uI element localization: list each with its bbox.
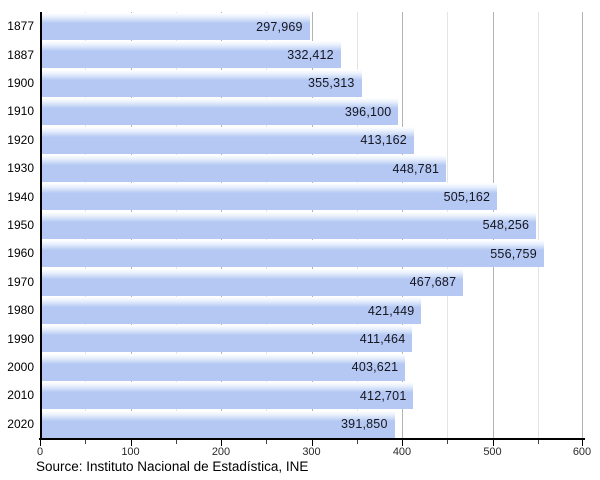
bar-2020: 391,850 bbox=[40, 410, 395, 438]
bar-1920: 413,162 bbox=[40, 126, 414, 154]
y-axis-label-1990: 1990 bbox=[7, 331, 34, 346]
y-axis-label-2010: 2010 bbox=[7, 388, 34, 403]
x-axis-minor-tick bbox=[537, 439, 539, 444]
bar-1940: 505,162 bbox=[40, 183, 498, 211]
source-note: Source: Instituto Nacional de Estadístic… bbox=[36, 459, 309, 474]
bar-row: 411,464 bbox=[40, 324, 583, 353]
y-axis-label-1877: 1877 bbox=[7, 19, 34, 34]
bar-row: 355,313 bbox=[40, 69, 583, 97]
y-axis-label-1940: 1940 bbox=[7, 189, 34, 204]
bar-value-label: 396,100 bbox=[344, 104, 392, 119]
x-axis-major-tick bbox=[582, 439, 583, 446]
bar-row: 412,701 bbox=[40, 381, 583, 410]
y-axis-label-1930: 1930 bbox=[7, 161, 34, 176]
x-axis-major-tick bbox=[221, 439, 222, 446]
y-axis-label-1910: 1910 bbox=[7, 104, 34, 119]
bar-row: 391,850 bbox=[40, 410, 583, 438]
x-axis-major-tick bbox=[492, 439, 494, 446]
y-axis-label-1887: 1887 bbox=[7, 47, 34, 62]
bar-row: 421,449 bbox=[40, 296, 583, 324]
x-axis-tick-label: 600 bbox=[572, 446, 592, 458]
x-axis-minor-tick bbox=[266, 439, 268, 444]
bar-row: 413,162 bbox=[40, 126, 583, 154]
bar-row: 403,621 bbox=[40, 353, 583, 381]
x-axis-major-tick bbox=[402, 439, 403, 446]
bar-1910: 396,100 bbox=[40, 98, 399, 126]
bar-row: 556,759 bbox=[40, 239, 583, 268]
x-axis-minor-tick bbox=[175, 439, 177, 444]
bar-value-label: 556,759 bbox=[490, 246, 537, 261]
bar-row: 332,412 bbox=[40, 40, 583, 69]
y-axis-label-1900: 1900 bbox=[7, 75, 34, 90]
bar-value-label: 297,969 bbox=[256, 19, 303, 34]
bar-row: 396,100 bbox=[40, 97, 583, 126]
x-axis-tick-label: 400 bbox=[392, 446, 412, 458]
bar-1887: 332,412 bbox=[40, 41, 341, 69]
x-axis-major-tick bbox=[311, 439, 313, 446]
x-axis-minor-tick bbox=[447, 439, 449, 444]
bar-value-label: 505,162 bbox=[443, 189, 491, 204]
bar-row: 448,781 bbox=[40, 154, 583, 182]
y-axis-label-1960: 1960 bbox=[7, 246, 34, 261]
bar-2000: 403,621 bbox=[40, 353, 406, 381]
x-axis-tick-label: 200 bbox=[211, 446, 231, 458]
y-axis-label-1950: 1950 bbox=[7, 217, 34, 232]
x-axis-major-tick bbox=[40, 439, 41, 446]
bar-value-label: 355,313 bbox=[307, 76, 355, 91]
bar-1900: 355,313 bbox=[40, 69, 362, 97]
bar-2010: 412,701 bbox=[40, 382, 414, 410]
y-axis-label-1920: 1920 bbox=[7, 132, 34, 147]
bar-value-label: 413,162 bbox=[360, 133, 407, 148]
bar-row: 467,687 bbox=[40, 268, 583, 296]
bar-1970: 467,687 bbox=[40, 268, 464, 296]
x-axis-tick-label: 0 bbox=[36, 446, 44, 458]
x-axis-minor-tick bbox=[85, 439, 87, 444]
bar-1950: 548,256 bbox=[40, 211, 537, 239]
x-axis-tick-label: 100 bbox=[121, 446, 140, 458]
bar-1990: 411,464 bbox=[40, 325, 413, 353]
bar-row: 548,256 bbox=[40, 211, 583, 239]
bar-1960: 556,759 bbox=[40, 240, 544, 268]
major-gridline bbox=[582, 12, 583, 438]
y-axis-label-2000: 2000 bbox=[7, 359, 34, 374]
bar-value-label: 403,621 bbox=[351, 360, 399, 375]
plot-area: 297,969 332,412 355,313 396,100 413,162 448,7… bbox=[40, 12, 583, 438]
bar-1877: 297,969 bbox=[40, 13, 310, 40]
bar-value-label: 411,464 bbox=[359, 331, 406, 346]
x-axis-line bbox=[39, 438, 585, 440]
bar-row: 505,162 bbox=[40, 182, 583, 211]
y-axis-label-2020: 2020 bbox=[7, 416, 34, 431]
y-axis-line bbox=[40, 12, 42, 438]
minor-gridline bbox=[537, 12, 539, 438]
x-axis-minor-tick bbox=[356, 439, 358, 444]
bar-1980: 421,449 bbox=[40, 297, 422, 324]
bar-value-label: 548,256 bbox=[482, 218, 530, 233]
x-axis-tick-label: 300 bbox=[302, 446, 321, 458]
x-axis-tick-label: 500 bbox=[483, 446, 502, 458]
bar-1930: 448,781 bbox=[40, 155, 447, 182]
y-axis-label-1980: 1980 bbox=[7, 303, 34, 318]
y-axis-label-1970: 1970 bbox=[7, 274, 34, 289]
x-axis-major-tick bbox=[130, 439, 132, 446]
bar-row: 297,969 bbox=[40, 12, 583, 40]
bar-value-label: 448,781 bbox=[392, 161, 440, 176]
bar-value-label: 421,449 bbox=[367, 303, 415, 318]
bar-value-label: 467,687 bbox=[409, 275, 457, 290]
bar-value-label: 332,412 bbox=[287, 47, 334, 62]
bar-value-label: 412,701 bbox=[359, 388, 407, 403]
bar-value-label: 391,850 bbox=[341, 417, 388, 432]
